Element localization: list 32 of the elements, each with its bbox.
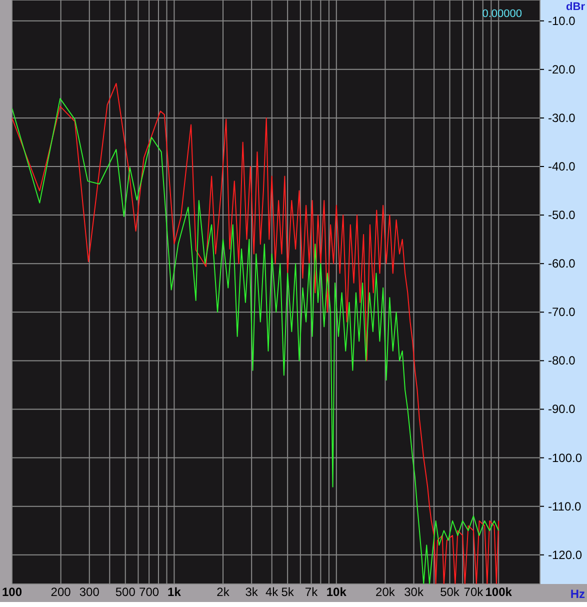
y-tick-label: -80.0 bbox=[548, 354, 576, 368]
x-tick-label: 4k bbox=[266, 585, 280, 599]
y-tick-label: -50.0 bbox=[548, 208, 576, 222]
y-tick-label: -120.0 bbox=[548, 548, 582, 562]
x-tick-label: 1k bbox=[168, 585, 182, 599]
x-tick-label: 3k bbox=[245, 585, 259, 599]
y-tick-label: -40.0 bbox=[548, 160, 576, 174]
x-tick-label: 100k bbox=[485, 585, 512, 599]
annotation: 0.00000 bbox=[482, 8, 522, 20]
x-tick-label: 200 bbox=[50, 585, 72, 599]
y-tick-label: -110.0 bbox=[548, 499, 582, 514]
x-tick-label: 50k bbox=[440, 585, 460, 599]
x-tick-label: 100 bbox=[2, 585, 22, 599]
x-tick-label: 2k bbox=[216, 585, 230, 599]
x-tick-label: 10k bbox=[326, 585, 347, 599]
y-axis-title: dBr bbox=[566, 1, 585, 13]
x-tick-label: 300 bbox=[79, 585, 100, 599]
x-tick-label: 5k bbox=[281, 585, 295, 599]
y-tick-label: -30.0 bbox=[548, 110, 576, 125]
x-tick-label: 30k bbox=[404, 585, 424, 599]
y-tick-label: -10.0 bbox=[548, 14, 576, 28]
x-axis-title: Hz bbox=[570, 587, 585, 601]
y-tick-label: -60.0 bbox=[548, 256, 576, 271]
y-tick-label: -100.0 bbox=[548, 450, 582, 465]
y-tick-label: -70.0 bbox=[548, 305, 576, 320]
x-tick-label: 500 bbox=[115, 585, 136, 599]
x-tick-label: 70k bbox=[464, 585, 484, 599]
x-tick-label: 7k bbox=[304, 585, 319, 599]
y-tick-label: -20.0 bbox=[548, 62, 576, 76]
y-tick-label: -90.0 bbox=[548, 402, 576, 416]
x-tick-label: 700 bbox=[139, 585, 160, 599]
x-tick-label: 20k bbox=[376, 585, 396, 599]
